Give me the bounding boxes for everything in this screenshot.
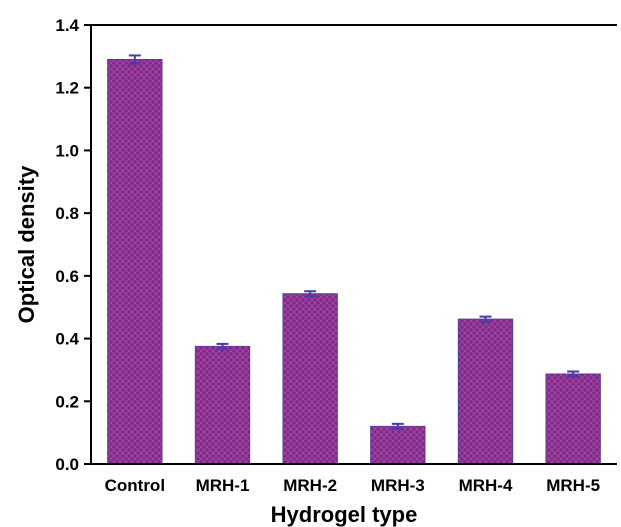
y-tick-label: 0.2 [55, 392, 79, 411]
x-tick-label: MRH-4 [459, 476, 513, 495]
bar-mrh-5 [545, 373, 601, 465]
x-axis-title: Hydrogel type [271, 502, 418, 527]
y-ticks-group: 0.0 0.2 0.4 0.6 0.8 1.0 1.2 1.4 [55, 16, 91, 474]
error-bars-group [128, 54, 580, 430]
y-tick-label: 0.0 [55, 455, 79, 474]
y-tick-label: 0.6 [55, 267, 79, 286]
y-tick-label: 1.2 [55, 79, 79, 98]
y-tick-label: 0.4 [55, 330, 79, 349]
bar-mrh-3 [370, 425, 426, 465]
error-bar-mrh-5 [567, 370, 580, 378]
x-tick-label: MRH-2 [283, 476, 337, 495]
y-tick-label: 0.8 [55, 204, 79, 223]
error-bar-control [128, 54, 141, 65]
bar-mrh-4 [457, 318, 514, 465]
x-tick-label: MRH-3 [371, 476, 425, 495]
bar-control [107, 58, 163, 465]
x-tick-label: MRH-5 [546, 476, 600, 495]
bar-mrh-1 [194, 345, 251, 465]
error-bar-mrh-4 [479, 315, 492, 323]
error-bar-mrh-1 [216, 342, 229, 350]
bar-mrh-2 [282, 293, 338, 465]
y-axis-title: Optical density [14, 165, 39, 323]
y-tick-label: 1.4 [55, 16, 79, 35]
error-bar-mrh-2 [304, 290, 317, 298]
y-tick-label: 1.0 [55, 141, 79, 160]
x-tick-label: Control [105, 476, 165, 495]
bars-group [107, 58, 601, 465]
error-bar-mrh-3 [391, 422, 404, 430]
axes-group [90, 24, 617, 465]
x-ticks-group: Control MRH-1 MRH-2 MRH-3 MRH-4 MRH-5 [105, 476, 600, 495]
x-tick-label: MRH-1 [196, 476, 250, 495]
